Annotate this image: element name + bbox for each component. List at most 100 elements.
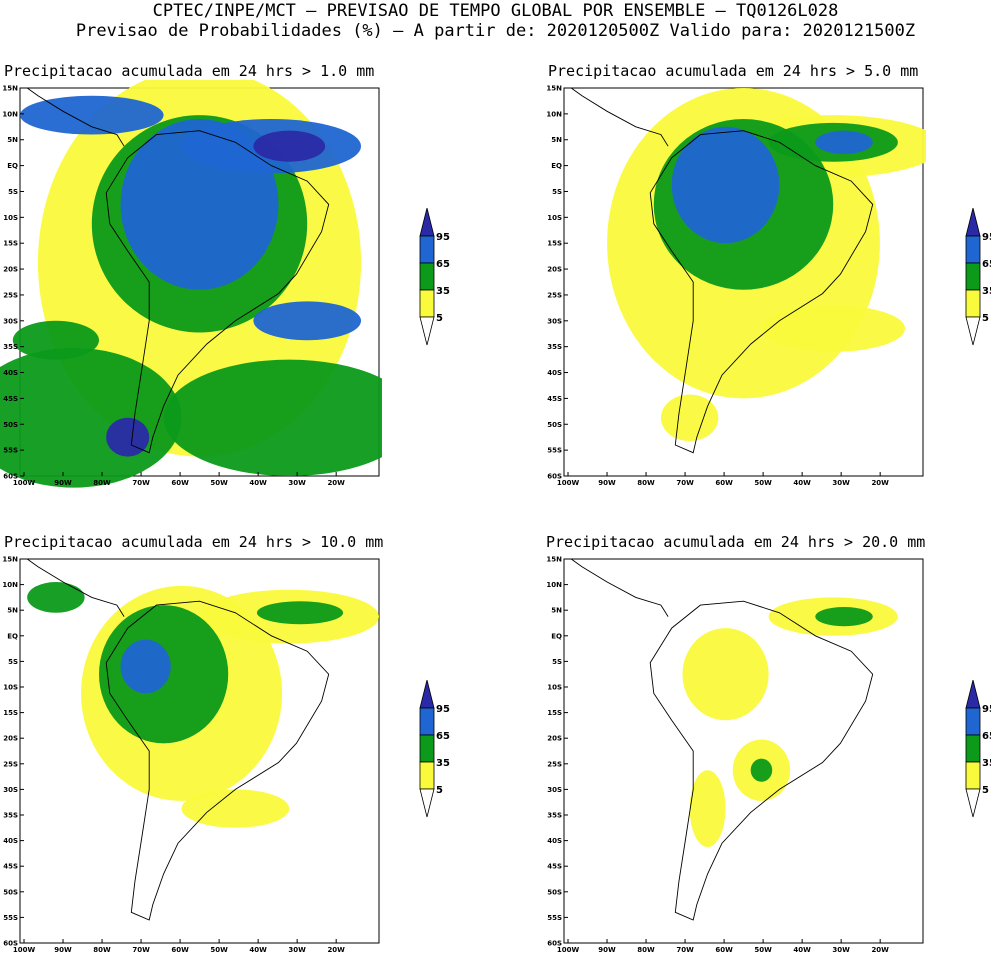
central-america-coastline [570,87,669,147]
lat-label: 35S [547,343,562,351]
lat-label: 10S [547,214,562,222]
central-america-coastline [570,558,669,617]
lat-label: 45S [547,395,562,403]
south-america-coastline [649,130,874,454]
probability-blob [671,126,780,244]
lon-label: 60W [171,946,189,954]
lon-label: 80W [637,946,655,954]
lat-label: 10N [2,110,18,118]
lat-label: 10N [546,110,562,118]
lon-label: 20W [871,479,889,487]
legend-swatch [419,734,435,763]
lat-label: EQ [551,632,562,640]
lat-label: 5S [552,188,562,196]
legend-swatch [965,289,981,318]
lon-label: 20W [327,479,345,487]
lat-label: 5S [8,188,18,196]
lat-label: 15N [2,556,18,564]
legend-label: 5 [982,785,989,796]
legend-swatch [419,761,435,790]
lon-label: 60W [715,946,733,954]
lon-label: 40W [249,946,267,954]
lat-label: 40S [3,369,18,377]
lon-label: 90W [598,479,616,487]
south-america-coastline [649,600,874,921]
lat-label: 10S [547,684,562,692]
lon-label: 30W [288,946,306,954]
header-line-1: CPTEC/INPE/MCT — PREVISAO DE TEMPO GLOBA… [152,1,839,21]
lat-label: 5S [552,658,562,666]
legend-label: 35 [982,286,991,297]
lon-label: 50W [754,479,772,487]
lat-label: EQ [551,162,562,170]
probability-blob [106,417,150,457]
lat-label: 25S [3,760,18,768]
lat-label: 15S [3,240,18,248]
lat-label: 40S [547,837,562,845]
lat-label: 20S [547,735,562,743]
lon-label: 40W [249,479,267,487]
probability-blob [20,95,164,135]
probability-blob [12,320,99,360]
probability-blob [181,789,290,828]
lat-label: 40S [3,837,18,845]
lat-label: 50S [3,421,18,429]
lon-label: 70W [132,946,150,954]
legend-swatch [419,262,435,291]
legend-label: 65 [436,731,450,742]
lon-label: 70W [676,479,694,487]
legend-bottom-arrow [419,788,435,818]
lat-label: 55S [547,447,562,455]
lon-label: 100W [13,479,36,487]
probability-fields [27,582,379,828]
legend-bottom-arrow [419,316,435,346]
lon-label: 50W [210,946,228,954]
lat-label: 60S [3,940,18,948]
lat-label: 30S [547,786,562,794]
panel-3-title: Precipitacao acumulada em 24 hrs > 10.0 … [4,533,384,551]
lon-label: 30W [832,479,850,487]
probability-blob [761,305,906,352]
probability-fields [0,80,382,488]
probability-blob [27,582,85,613]
panel-1-map: 15N 10N 5N EQ 5S 10S 15S 20S 25S 30S 35S 40S 45S 50S 5… [0,80,382,488]
probability-fields [607,88,926,442]
panel-2-title: Precipitacao acumulada em 24 hrs > 5.0 m… [548,62,919,80]
lat-label: 45S [3,863,18,871]
lat-label: 50S [547,421,562,429]
probability-blob [815,130,873,154]
lon-label: 90W [54,479,72,487]
lat-label: 5N [7,607,18,615]
probability-blob [253,301,362,341]
lat-label: EQ [7,162,18,170]
probability-blob [163,359,382,476]
central-america-coastline [26,558,125,617]
lat-label: 55S [547,914,562,922]
legend-label: 35 [982,758,991,769]
lat-label: 5N [551,607,562,615]
probability-blob [682,628,769,721]
lon-label: 60W [171,479,189,487]
legend-label: 5 [982,313,989,324]
legend-label: 95 [436,232,450,243]
lat-label: 10N [546,581,562,589]
lat-label: 30S [3,317,18,325]
lat-label: 10S [3,684,18,692]
central-america-coastline [26,87,125,147]
legend-top-arrow [419,208,435,237]
lat-label: 60S [3,473,18,481]
lat-label: 25S [3,291,18,299]
legend-label: 95 [982,232,991,243]
legend-label: 65 [436,259,450,270]
legend-swatch [965,707,981,736]
lat-label: 5N [551,136,562,144]
legend-label: 5 [436,313,443,324]
lon-label: 100W [557,479,580,487]
lon-label: 50W [754,946,772,954]
south-america-coastline [105,130,330,454]
lat-label: 20S [3,735,18,743]
lat-label: 45S [3,395,18,403]
legend-label: 95 [436,704,450,715]
lat-label: 20S [3,266,18,274]
legend-top-arrow [419,680,435,709]
